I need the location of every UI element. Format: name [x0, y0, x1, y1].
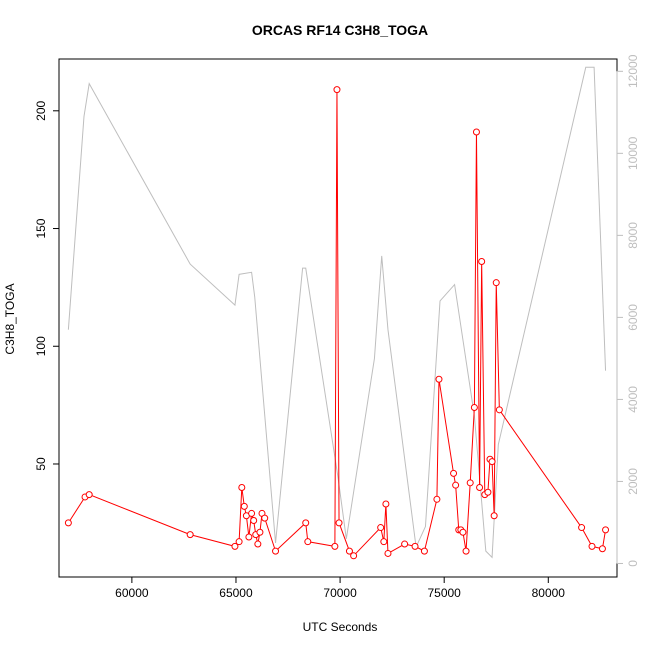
- data-point: [245, 533, 253, 541]
- data-point: [478, 257, 486, 265]
- data-point: [250, 516, 258, 524]
- data-point: [256, 528, 264, 536]
- data-point: [384, 549, 392, 557]
- y-tick-label: 200: [34, 100, 48, 120]
- data-point: [331, 542, 339, 550]
- x-tick-label: 75000: [427, 586, 461, 600]
- y-tick-label: 100: [34, 336, 48, 356]
- data-point: [598, 545, 606, 553]
- data-point: [452, 481, 460, 489]
- y-right-tick-label: 4000: [626, 386, 640, 413]
- data-point: [401, 540, 409, 548]
- series-group: [64, 66, 610, 560]
- series-line-secondary: [67, 66, 607, 559]
- y-tick-label: 50: [34, 457, 48, 471]
- y-right-tick-label: 12000: [626, 54, 640, 88]
- x-tick-label: 80000: [532, 586, 566, 600]
- data-point: [450, 469, 458, 477]
- data-point: [248, 509, 256, 517]
- data-point: [335, 519, 343, 527]
- chart-title: ORCAS RF14 C3H8_TOGA: [252, 22, 428, 38]
- y-axis-label: C3H8_TOGA: [3, 283, 17, 354]
- y-right-tick-label: 0: [626, 560, 640, 567]
- data-point: [231, 542, 239, 550]
- x-tick-label: 60000: [115, 586, 149, 600]
- data-point: [459, 528, 467, 536]
- data-point: [420, 547, 428, 555]
- data-point: [435, 375, 443, 383]
- y-right-tick-label: 10000: [626, 136, 640, 170]
- data-point: [254, 540, 262, 548]
- data-point: [602, 526, 610, 534]
- data-point: [304, 538, 312, 546]
- data-point: [302, 519, 310, 527]
- x-axis-label: UTC Seconds: [303, 620, 378, 634]
- axes-group: 60000 65000 70000 75000 80000501001502000200…: [34, 54, 640, 600]
- data-point: [240, 502, 248, 510]
- data-point: [470, 403, 478, 411]
- y-right-tick-label: 2000: [626, 468, 640, 495]
- data-point: [350, 552, 358, 560]
- data-point: [462, 547, 470, 555]
- data-point: [64, 519, 72, 527]
- data-point: [186, 531, 194, 539]
- data-point: [377, 524, 385, 532]
- y-tick-label: 150: [34, 218, 48, 238]
- y-right-tick-label: 8000: [626, 222, 640, 249]
- series-line-primary: [67, 89, 607, 557]
- x-tick-label: 65000: [219, 586, 253, 600]
- data-point: [85, 491, 93, 499]
- data-point: [495, 406, 503, 414]
- y-right-tick-label: 6000: [626, 304, 640, 331]
- data-point: [411, 542, 419, 550]
- data-point: [433, 495, 441, 503]
- data-point: [235, 538, 243, 546]
- data-point: [380, 538, 388, 546]
- data-point: [490, 512, 498, 520]
- data-point: [588, 542, 596, 550]
- data-point: [492, 279, 500, 287]
- x-tick-label: 70000: [323, 586, 357, 600]
- data-point: [488, 458, 496, 466]
- data-point: [466, 479, 474, 487]
- data-point: [382, 500, 390, 508]
- data-point: [484, 488, 492, 496]
- data-point: [345, 547, 353, 555]
- data-point: [472, 128, 480, 136]
- data-point: [333, 86, 341, 94]
- data-point: [272, 547, 280, 555]
- data-point: [261, 514, 269, 522]
- data-point: [476, 484, 484, 492]
- data-point: [238, 484, 246, 492]
- data-point: [578, 524, 586, 532]
